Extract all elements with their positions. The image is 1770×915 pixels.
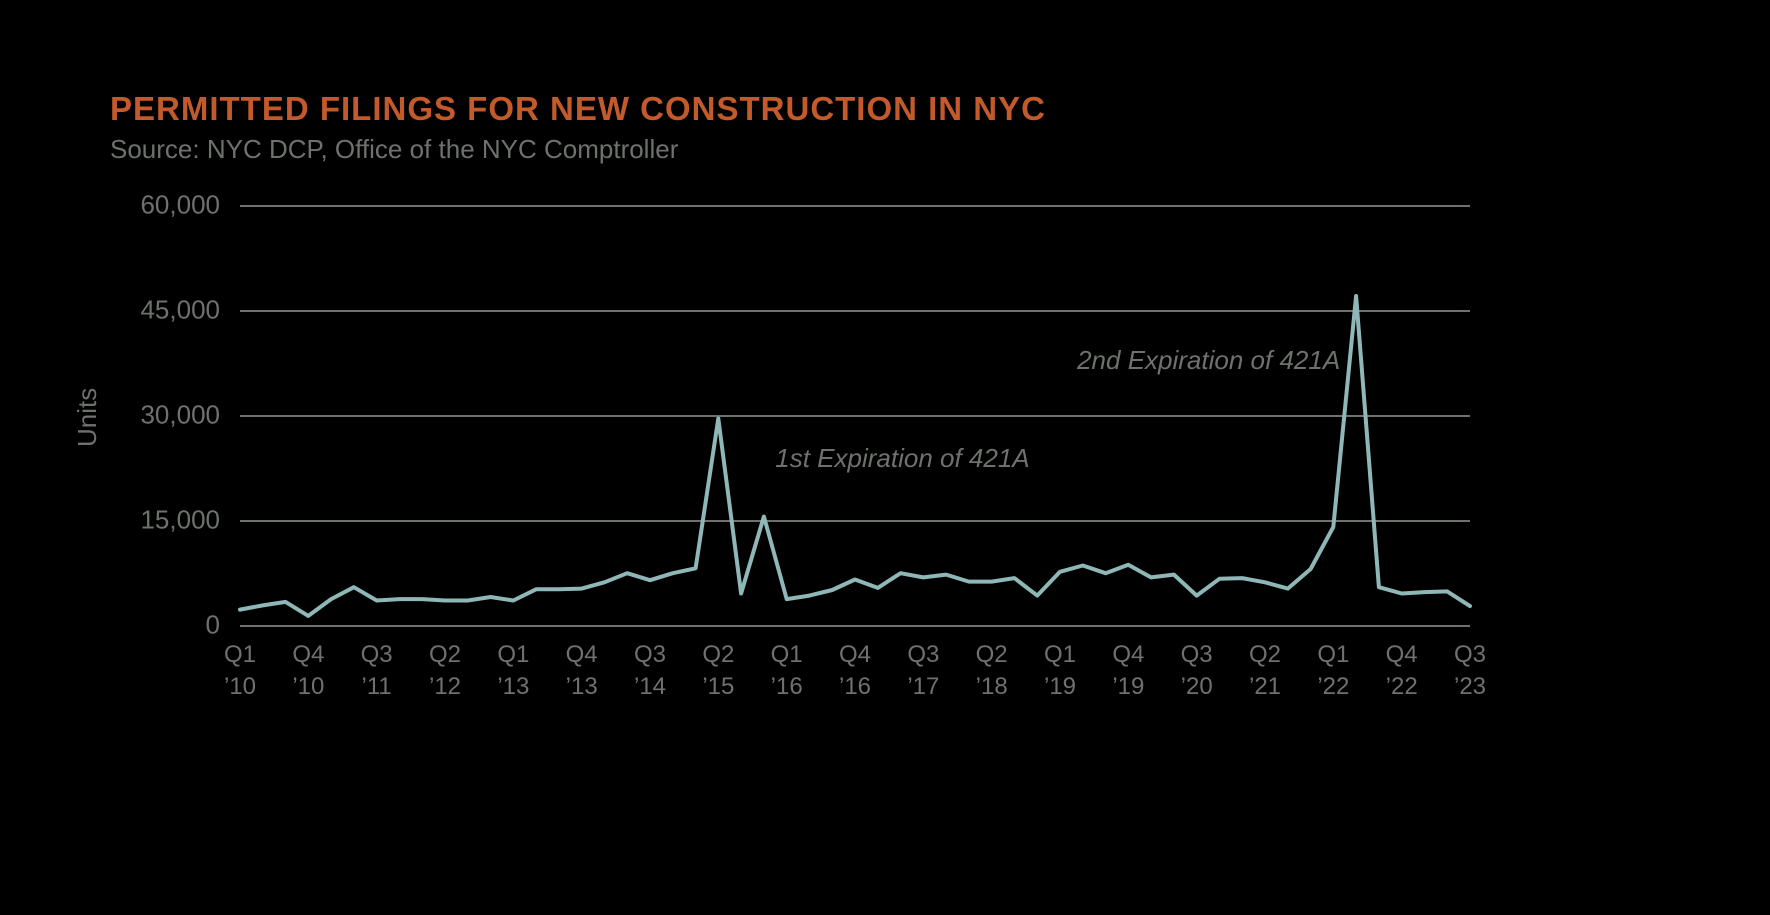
chart-annotation: 2nd Expiration of 421A [1077,345,1340,376]
chart-annotation: 1st Expiration of 421A [775,443,1029,474]
chart-plot-area: 015,00030,00045,00060,000UnitsQ1’10Q4’10… [0,0,1770,915]
chart-container: PERMITTED FILINGS FOR NEW CONSTRUCTION I… [0,0,1770,915]
